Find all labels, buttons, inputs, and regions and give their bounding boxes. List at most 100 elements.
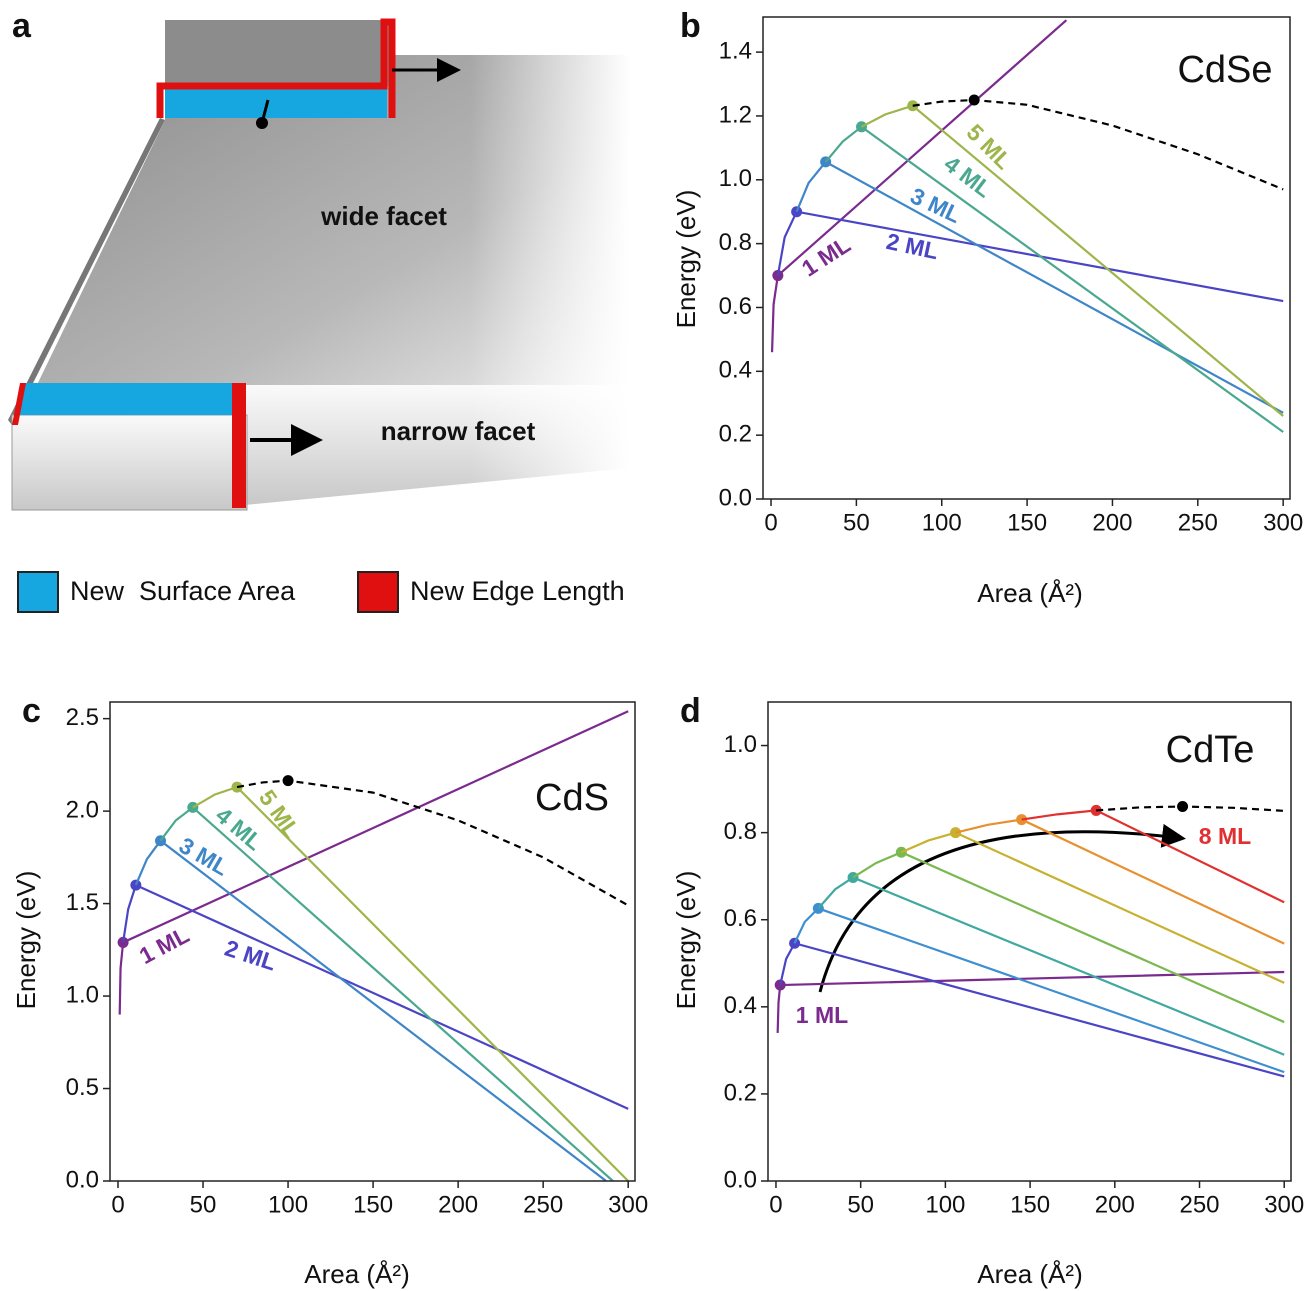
series-line bbox=[776, 970, 1285, 1033]
facet-label: narrow facet bbox=[381, 416, 536, 446]
series-line bbox=[900, 831, 1285, 984]
y-tick-label: 2.5 bbox=[66, 704, 99, 731]
annotation: CdSe bbox=[1177, 49, 1272, 91]
new-edge-front-left bbox=[12, 383, 26, 425]
series-line bbox=[159, 805, 614, 1181]
front-block bbox=[11, 414, 248, 511]
series-line bbox=[793, 907, 1285, 1074]
peak-marker bbox=[282, 775, 294, 787]
series-line bbox=[860, 104, 1284, 417]
peak-marker bbox=[968, 94, 980, 106]
legend-label: New Surface Area bbox=[70, 576, 296, 606]
x-tick-label: 50 bbox=[847, 1191, 874, 1218]
new-edge-top bbox=[156, 18, 396, 118]
legend-swatch bbox=[17, 571, 59, 613]
y-tick-label: 1.0 bbox=[719, 165, 752, 192]
y-tick-label: 1.4 bbox=[719, 37, 752, 64]
series-line bbox=[795, 160, 1284, 414]
x-axis-title: Area (Å²) bbox=[304, 1259, 409, 1289]
panel-label: d bbox=[680, 692, 701, 730]
y-tick-label: 0.4 bbox=[719, 357, 752, 384]
series-label: 8 ML bbox=[1199, 823, 1251, 849]
plot-frame bbox=[109, 701, 636, 1182]
series-line bbox=[236, 779, 629, 907]
y-tick-label: 2.0 bbox=[66, 796, 99, 823]
x-tick-label: 200 bbox=[438, 1191, 478, 1218]
x-tick-label: 0 bbox=[111, 1191, 124, 1218]
x-tick-label: 300 bbox=[1264, 1191, 1304, 1218]
series-line bbox=[118, 710, 629, 1015]
new-surface-front bbox=[20, 383, 242, 415]
trend-arrow bbox=[818, 823, 1186, 993]
x-axis-title: Area (Å²) bbox=[977, 1259, 1082, 1289]
y-tick-label: 1.5 bbox=[66, 889, 99, 916]
new-edge-front bbox=[232, 383, 246, 508]
x-tick-label: 200 bbox=[1092, 509, 1132, 536]
series-line bbox=[770, 19, 1068, 353]
series-line bbox=[779, 941, 1285, 1078]
y-tick-label: 0.6 bbox=[719, 293, 752, 320]
plot-frame bbox=[767, 701, 1292, 1182]
slab-edge bbox=[8, 118, 165, 425]
panel-label: b bbox=[680, 7, 701, 45]
x-tick-label: 0 bbox=[769, 1191, 782, 1218]
annotation: CdTe bbox=[1166, 729, 1255, 771]
x-tick-label: 50 bbox=[843, 509, 870, 536]
x-tick-label: 150 bbox=[353, 1191, 393, 1218]
y-axis-title: Energy (eV) bbox=[11, 871, 41, 1010]
x-tick-label: 250 bbox=[523, 1191, 563, 1218]
panel-label: a bbox=[12, 7, 32, 45]
y-axis-title: Energy (eV) bbox=[671, 871, 701, 1010]
series-line bbox=[912, 98, 1284, 191]
new-surface-top bbox=[165, 86, 387, 118]
top-block bbox=[165, 20, 390, 86]
series-line bbox=[955, 818, 1285, 945]
panel-label: c bbox=[22, 692, 41, 730]
series-line bbox=[817, 876, 1285, 1056]
y-tick-label: 1.2 bbox=[719, 101, 752, 128]
y-tick-label: 0.8 bbox=[724, 818, 757, 845]
x-tick-label: 0 bbox=[764, 509, 777, 536]
series-line bbox=[192, 785, 629, 1181]
pin-head bbox=[256, 117, 268, 129]
legend-label: New Edge Length bbox=[410, 576, 625, 606]
x-tick-label: 100 bbox=[922, 509, 962, 536]
series-line bbox=[122, 883, 629, 1110]
annotation: CdS bbox=[535, 777, 609, 819]
x-tick-label: 250 bbox=[1178, 509, 1218, 536]
facet-label: wide facet bbox=[320, 201, 447, 231]
plot-frame bbox=[762, 16, 1291, 500]
illustration: a wide facet narrow facet New Surface Ar… bbox=[8, 7, 630, 613]
y-tick-label: 0.0 bbox=[66, 1166, 99, 1193]
series-line bbox=[1021, 809, 1285, 904]
series-line bbox=[134, 839, 607, 1181]
y-tick-label: 0.0 bbox=[724, 1166, 757, 1193]
legend-swatch bbox=[357, 571, 399, 613]
fade bbox=[470, 40, 630, 510]
x-tick-label: 100 bbox=[925, 1191, 965, 1218]
x-tick-label: 150 bbox=[1010, 1191, 1050, 1218]
x-tick-label: 150 bbox=[1007, 509, 1047, 536]
series-line bbox=[824, 125, 1284, 433]
series-label: 1 ML bbox=[796, 1002, 848, 1028]
x-axis-title: Area (Å²) bbox=[977, 578, 1082, 608]
y-tick-label: 0.2 bbox=[719, 421, 752, 448]
series-label: 2 ML bbox=[222, 935, 280, 976]
y-tick-label: 1.0 bbox=[724, 731, 757, 758]
series-line bbox=[1096, 805, 1285, 812]
y-tick-label: 0.0 bbox=[719, 484, 752, 511]
series-line bbox=[776, 210, 1284, 303]
series-label: 2 ML bbox=[884, 228, 941, 264]
y-tick-label: 0.6 bbox=[724, 905, 757, 932]
x-tick-label: 300 bbox=[608, 1191, 648, 1218]
x-tick-label: 200 bbox=[1095, 1191, 1135, 1218]
y-axis-title: Energy (eV) bbox=[671, 190, 701, 329]
peak-marker bbox=[1177, 801, 1189, 813]
x-tick-label: 100 bbox=[268, 1191, 308, 1218]
y-tick-label: 0.8 bbox=[719, 229, 752, 256]
y-tick-label: 0.5 bbox=[66, 1074, 99, 1101]
y-tick-label: 0.2 bbox=[724, 1079, 757, 1106]
y-tick-label: 1.0 bbox=[66, 981, 99, 1008]
x-tick-label: 250 bbox=[1179, 1191, 1219, 1218]
